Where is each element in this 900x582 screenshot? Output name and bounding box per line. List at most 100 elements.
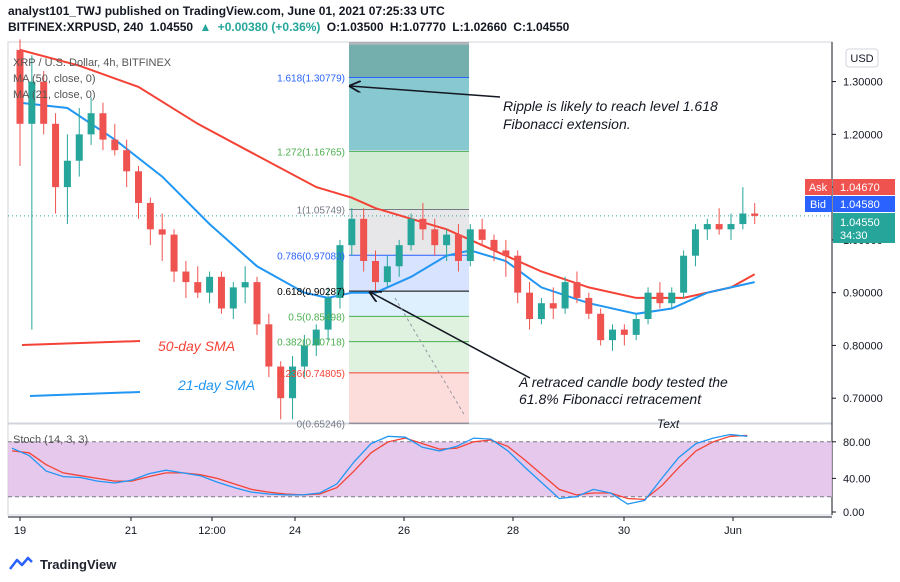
projection-dashed-line (394, 297, 466, 417)
candle-body-33 (407, 218, 415, 246)
drawings[interactable]: 50-day SMA 21-day SMA Ripple is likely t… (21, 86, 728, 431)
ripple-note-line1: Ripple is likely to reach level 1.618 (503, 98, 718, 114)
close-value: C:1.04550 (513, 20, 570, 34)
tradingview-logo-icon (9, 556, 33, 570)
price-tick-label-1: 1.20000 (843, 129, 883, 141)
fib-level-label-0: 1.618(1.30779) (277, 73, 345, 84)
ask-tag-label: Ask (809, 182, 828, 194)
time-tick-label-2: 12:00 (198, 525, 226, 537)
candle-body-40 (490, 239, 498, 251)
stochastic-pane[interactable]: Stoch (14, 3, 3) 80.00 40.00 0.00 (8, 433, 871, 519)
candle-body-50 (609, 329, 616, 341)
candle-body-7 (99, 113, 107, 140)
stoch-band (8, 441, 832, 497)
candle-body-26 (324, 297, 332, 330)
arrow-to-extension (350, 86, 501, 98)
fib-zone-6 (349, 341, 469, 373)
time-axis[interactable]: 19 21 12:00 24 26 28 30 Jun (8, 516, 832, 537)
candle-body-25 (312, 329, 320, 346)
fib-zone-5 (349, 316, 469, 342)
candle-body-12 (158, 229, 166, 235)
candle-body-1 (28, 81, 36, 124)
candle-body-18 (229, 287, 237, 309)
fibonacci-tool[interactable] (349, 42, 469, 424)
candle-body-23 (289, 366, 297, 399)
candle-body-59 (715, 224, 723, 230)
candle-body-55 (668, 292, 676, 304)
stoch-d-line (11, 434, 748, 501)
candle-body-28 (348, 218, 356, 246)
candle-body-15 (194, 282, 202, 293)
ask-price-value: 1.04670 (840, 182, 880, 194)
candle-body-56 (680, 255, 688, 293)
candle-body-38 (466, 229, 474, 261)
candle-body-52 (632, 319, 640, 335)
candle-body-24 (300, 345, 308, 367)
candle-body-58 (703, 224, 711, 230)
sma21-label: 21-day SMA (177, 377, 255, 393)
candlesticks (16, 39, 759, 420)
symbol-ohlc-header: BITFINEX:XRPUSD, 240 1.04550 ▲ +0.00380 … (8, 20, 572, 34)
candle-body-31 (383, 266, 391, 283)
arrow-to-retracement (370, 292, 531, 379)
time-tick-label-5: 28 (507, 525, 519, 537)
candle-body-20 (253, 282, 261, 325)
fib-level-label-7: 0.236(0.74805) (277, 369, 345, 380)
candle-body-36 (443, 234, 451, 246)
candle-body-8 (111, 139, 119, 151)
time-tick-label-4: 26 (398, 525, 410, 537)
candle-body-45 (549, 303, 557, 309)
price-tick-label-4: 0.90000 (843, 288, 883, 300)
triangle-up-icon: ▲ (199, 20, 212, 34)
candle-body-41 (502, 250, 510, 256)
stoch-k-line (11, 433, 748, 505)
price-chart[interactable]: 1.618(1.30779) 1.272(1.16765) 1(1.05749) 0.… (0, 0, 900, 548)
high-value: H:1.07770 (389, 20, 446, 34)
ask-tag-box (805, 179, 832, 195)
fib-zone-3 (349, 255, 469, 292)
bid-tag-label: Bid (810, 199, 826, 211)
fib-extension-zone (349, 42, 469, 78)
candle-body-49 (597, 313, 605, 341)
fib-level-label-5: 0.5(0.85498) (288, 312, 345, 323)
ma-line-1 (19, 101, 755, 315)
candle-body-61 (739, 213, 747, 225)
candle-body-27 (336, 245, 344, 298)
retrace-note-line1: A retraced candle body tested the (518, 374, 728, 390)
price-axis[interactable]: 1.300001.200001.100001.000000.900000.800… (805, 48, 895, 405)
candle-body-29 (360, 218, 368, 261)
currency-button[interactable] (845, 48, 879, 68)
candle-body-4 (63, 160, 71, 188)
ask-price-box (833, 179, 895, 195)
candle-body-19 (241, 282, 249, 288)
sma50-legend-line (21, 340, 141, 346)
stoch-tick-label-0: 80.00 (843, 437, 871, 449)
candle-body-44 (537, 303, 545, 320)
candle-body-43 (526, 292, 534, 320)
stoch-tick-label-1: 40.00 (843, 473, 871, 485)
candle-body-60 (727, 224, 735, 230)
sma50-label: 50-day SMA (158, 338, 235, 354)
open-value: O:1.03500 (326, 20, 384, 34)
legend: XRP / U.S. Dollar, 4h, BITFINEX MA (50, … (13, 57, 172, 101)
bid-price-value: 1.04580 (840, 199, 880, 211)
candle-body-46 (561, 282, 569, 309)
time-tick-label-1: 21 (125, 525, 137, 537)
candle-body-34 (419, 218, 427, 230)
candle-body-42 (514, 255, 522, 293)
candle-body-10 (135, 171, 142, 203)
candle-body-53 (644, 292, 652, 320)
stoch-tick-label-2: 0.00 (843, 507, 864, 519)
candle-body-32 (395, 245, 403, 267)
fib-level-label-8: 0(0.65246) (297, 419, 345, 430)
candle-body-2 (40, 81, 48, 124)
candle-body-51 (620, 329, 628, 335)
candle-body-13 (170, 234, 178, 272)
candle-body-21 (265, 324, 273, 367)
candle-body-14 (182, 271, 190, 283)
candle-body-3 (52, 123, 60, 188)
stoch-label: Stoch (14, 3, 3) (13, 434, 88, 446)
candle-body-0 (16, 49, 24, 124)
bar-countdown: 34:30 (840, 230, 868, 242)
fib-level-label-2: 1(1.05749) (297, 206, 345, 217)
